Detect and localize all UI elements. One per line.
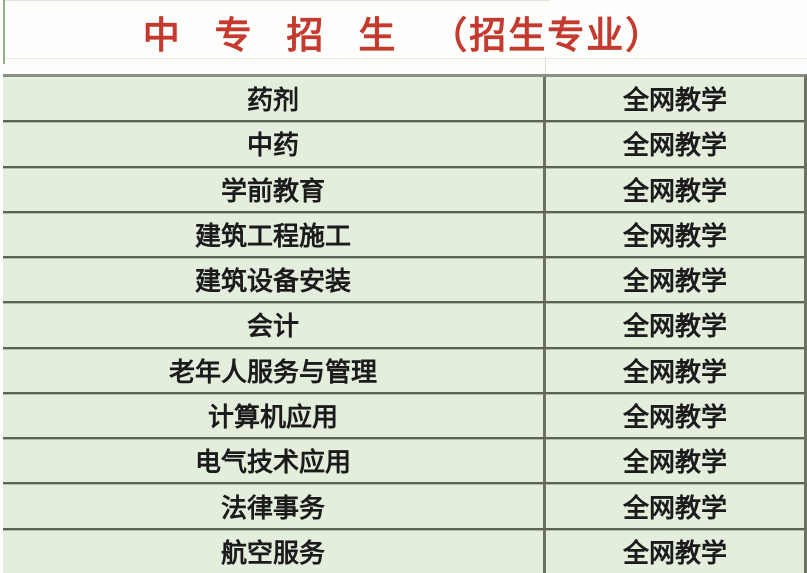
table-row: 航空服务 全网教学 <box>3 527 804 573</box>
mode-cell-text: 全网教学 <box>622 312 727 343</box>
mode-cell-text: 全网教学 <box>622 221 727 252</box>
mode-cell-text: 全网教学 <box>622 357 727 388</box>
table-row: 法律事务 全网教学 <box>3 482 804 528</box>
mode-cell-text: 全网教学 <box>622 493 727 524</box>
gridline-top <box>5 0 550 1</box>
table-row: 电气技术应用 全网教学 <box>3 437 804 483</box>
teaching-mode-cell: 全网教学 <box>546 77 804 120</box>
major-cell: 建筑设备安装 <box>3 258 546 302</box>
mode-cell-text: 全网教学 <box>622 538 727 569</box>
teaching-mode-cell: 全网教学 <box>546 394 804 437</box>
table-row: 会计 全网教学 <box>3 301 804 347</box>
table-row: 药剂 全网教学 <box>3 77 804 121</box>
mode-cell-text: 全网教学 <box>622 131 727 162</box>
major-cell: 建筑工程施工 <box>3 212 546 257</box>
major-cell-text: 电气技术应用 <box>194 448 351 479</box>
mode-cell-text: 全网教学 <box>622 267 727 298</box>
major-cell-text: 计算机应用 <box>207 402 338 433</box>
gridline-under-title <box>5 58 807 59</box>
major-cell-text: 建筑工程施工 <box>194 221 351 252</box>
major-cell-text: 中药 <box>246 131 299 162</box>
major-cell: 老年人服务与管理 <box>3 348 546 392</box>
mode-cell-text: 全网教学 <box>622 86 727 117</box>
title-band: 中 专 招 生 （招生专业） <box>0 0 807 74</box>
mode-cell-text: 全网教学 <box>622 402 727 433</box>
major-cell-text: 药剂 <box>246 86 299 117</box>
major-cell-text: 会计 <box>246 312 299 343</box>
table-title: 中 专 招 生 （招生专业） <box>142 13 665 57</box>
teaching-mode-cell: 全网教学 <box>546 213 804 256</box>
gridline-column-divider-faint <box>545 58 546 74</box>
teaching-mode-cell: 全网教学 <box>546 439 804 482</box>
major-cell: 法律事务 <box>3 484 546 528</box>
major-cell: 电气技术应用 <box>3 439 546 483</box>
teaching-mode-cell: 全网教学 <box>546 484 804 527</box>
major-cell-text: 航空服务 <box>220 538 325 569</box>
major-cell-text: 建筑设备安装 <box>194 267 351 298</box>
mode-cell-text: 全网教学 <box>622 448 727 479</box>
major-cell: 药剂 <box>3 77 546 121</box>
table-row: 学前教育 全网教学 <box>3 165 804 211</box>
table-row: 中药 全网教学 <box>3 120 804 166</box>
table-row: 老年人服务与管理 全网教学 <box>3 346 804 392</box>
table-row: 建筑工程施工 全网教学 <box>3 210 804 257</box>
teaching-mode-cell: 全网教学 <box>546 122 804 165</box>
major-cell: 会计 <box>3 303 546 347</box>
teaching-mode-cell: 全网教学 <box>546 530 804 573</box>
major-cell-text: 学前教育 <box>220 176 325 207</box>
teaching-mode-cell: 全网教学 <box>546 349 804 392</box>
major-cell: 中药 <box>3 122 546 166</box>
major-cell-text: 老年人服务与管理 <box>168 357 377 388</box>
enrollment-table: 药剂 全网教学 中药 全网教学 学前教育 全网教学 建筑工程施工 全网教学 建筑… <box>3 74 807 573</box>
table-body: 药剂 全网教学 中药 全网教学 学前教育 全网教学 建筑工程施工 全网教学 建筑… <box>3 77 804 573</box>
major-cell: 航空服务 <box>3 529 546 573</box>
major-cell-text: 法律事务 <box>220 493 325 524</box>
mode-cell-text: 全网教学 <box>622 176 727 207</box>
table-row: 建筑设备安装 全网教学 <box>3 256 804 302</box>
major-cell: 计算机应用 <box>3 393 546 438</box>
teaching-mode-cell: 全网教学 <box>546 168 804 211</box>
table-row: 计算机应用 全网教学 <box>3 391 804 438</box>
teaching-mode-cell: 全网教学 <box>546 303 804 346</box>
gridline-left <box>3 0 5 64</box>
major-cell: 学前教育 <box>3 167 546 211</box>
teaching-mode-cell: 全网教学 <box>546 258 804 301</box>
